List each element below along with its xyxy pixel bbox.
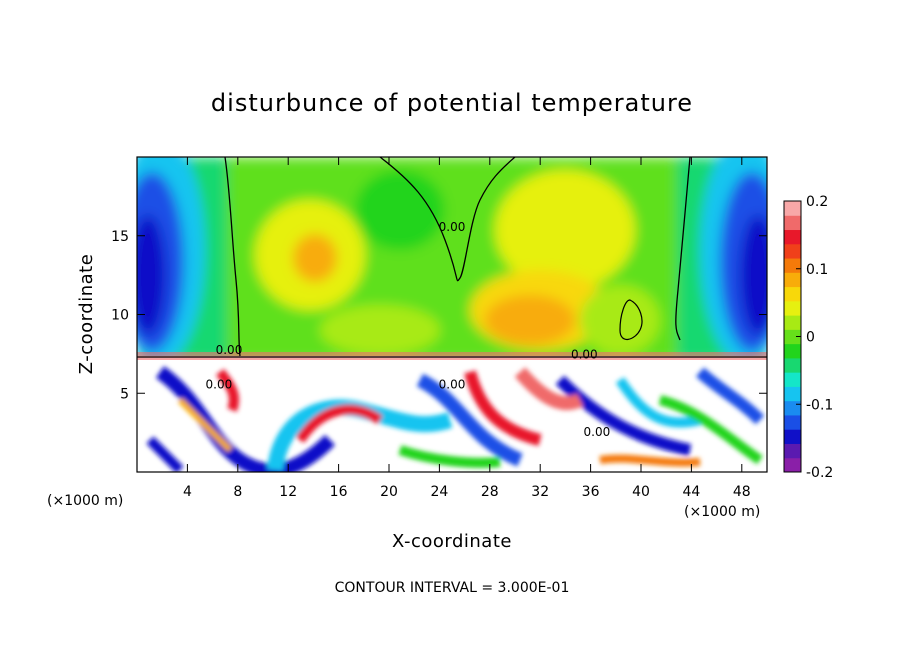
colorbar-swatch — [784, 429, 801, 444]
y-axis: 5 10 15 — [111, 229, 767, 402]
x-tick-label: 12 — [279, 484, 297, 500]
colorbar-swatch — [784, 229, 801, 245]
x-tick-label: 4 — [183, 484, 192, 500]
contour-label: 0.00 — [584, 425, 611, 439]
colorbar-swatch — [784, 329, 801, 345]
x-tick-label: 24 — [430, 484, 448, 500]
colorbar-swatch — [784, 414, 801, 430]
colorbar-swatch — [784, 315, 801, 330]
colorbar-tick-label: 0.2 — [806, 194, 828, 210]
contour-label: 0.00 — [571, 348, 598, 362]
contour-label: 0.00 — [439, 378, 466, 392]
x-axis-label: X-coordinate — [392, 531, 512, 552]
interface-band — [137, 352, 767, 360]
x-tick-label: 36 — [582, 484, 600, 500]
colorbar-swatch — [784, 300, 801, 316]
colorbar-swatch — [784, 386, 801, 402]
x-tick-label: 44 — [682, 484, 700, 500]
x-tick-label: 16 — [330, 484, 348, 500]
contour-label: 0.00 — [216, 343, 243, 357]
upper-field — [137, 157, 767, 365]
x-tick-label: 20 — [380, 484, 398, 500]
colorbar-swatch — [784, 215, 801, 231]
colorbar-swatch — [784, 243, 801, 259]
contour-label: 0.00 — [439, 220, 466, 234]
colorbar-swatch — [784, 343, 801, 359]
colorbar-swatch — [784, 443, 801, 459]
contour-zero-closed — [619, 299, 643, 340]
y-tick-label: 5 — [120, 386, 129, 402]
colorbar-swatch — [784, 457, 801, 473]
colorbar-swatch — [784, 400, 801, 416]
lower-field — [137, 356, 767, 472]
colorbar-tick-label: -0.2 — [806, 465, 833, 481]
contour-zero-left — [224, 157, 241, 357]
chart-title: disturbunce of potential temperature — [211, 89, 693, 117]
colorbar: 0.2 0.1 0 -0.1 -0.2 — [783, 194, 833, 481]
colorbar-swatch — [784, 258, 801, 273]
x-axis: 4 8 12 16 20 24 28 32 36 40 44 48 — [183, 157, 751, 500]
x-tick-label: 40 — [632, 484, 650, 500]
x-tick-label: 8 — [233, 484, 242, 500]
colorbar-swatch — [784, 372, 801, 387]
y-axis-label: Z-coordinate — [76, 254, 97, 375]
contour-labels: 0.00 0.00 0.00 0.00 0.00 0.00 — [206, 220, 611, 439]
plot-area — [137, 157, 767, 472]
colorbar-tick-label: 0 — [806, 330, 815, 346]
contour-label: 0.00 — [206, 378, 233, 392]
x-unit-left: (×1000 m) — [47, 493, 123, 509]
x-unit-right: (×1000 m) — [684, 504, 760, 520]
x-tick-label: 32 — [531, 484, 549, 500]
colorbar-swatch — [784, 286, 801, 302]
contour-zero-center — [379, 157, 516, 282]
colorbar-swatch — [784, 201, 801, 216]
y-tick-label: 10 — [111, 308, 129, 324]
y-tick-label: 15 — [111, 229, 129, 245]
contour-interval-footer: CONTOUR INTERVAL = 3.000E-01 — [335, 580, 570, 596]
x-tick-label: 28 — [481, 484, 499, 500]
colorbar-tick-label: -0.1 — [806, 397, 833, 413]
contour-zero-right — [675, 157, 691, 341]
x-tick-label: 48 — [733, 484, 751, 500]
colorbar-swatch — [784, 357, 801, 373]
colorbar-tick-label: 0.1 — [806, 262, 828, 278]
colorbar-swatch — [784, 272, 801, 288]
